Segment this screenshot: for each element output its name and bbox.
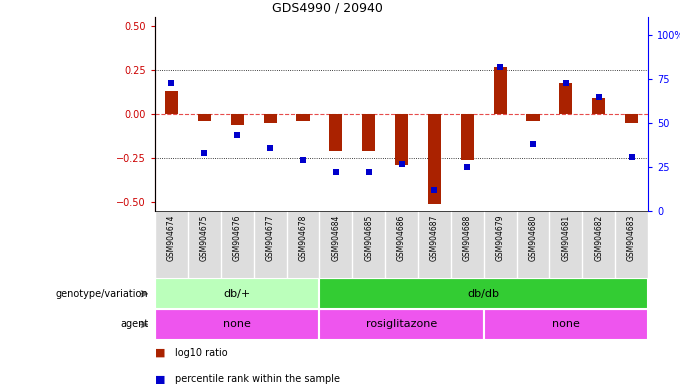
Text: GSM904688: GSM904688 (463, 215, 472, 261)
Point (462, 164, 473, 170)
Text: GSM904684: GSM904684 (331, 215, 340, 261)
Point (494, 64, 505, 70)
Text: db/db: db/db (468, 289, 500, 299)
Point (298, 157, 309, 163)
Bar (428, 114, 441, 204)
Point (199, 150, 209, 156)
Bar (461, 114, 474, 160)
Bar (625, 114, 638, 123)
Point (166, 79, 177, 86)
Text: GSM904675: GSM904675 (200, 215, 209, 261)
Bar (483, 309, 648, 340)
Point (396, 161, 407, 167)
Text: GSM904687: GSM904687 (430, 215, 439, 261)
Text: GSM904676: GSM904676 (233, 215, 241, 261)
Point (330, 169, 341, 175)
Text: GSM904686: GSM904686 (397, 215, 406, 261)
Bar (231, 114, 243, 125)
Bar (362, 114, 375, 151)
Text: db/+: db/+ (224, 289, 251, 299)
Point (429, 187, 440, 193)
Point (232, 132, 243, 139)
Bar (560, 83, 573, 114)
Text: agent: agent (120, 319, 148, 329)
Bar (320, 309, 483, 340)
Text: GSM904681: GSM904681 (562, 215, 571, 261)
Text: GSM904677: GSM904677 (266, 215, 275, 261)
Bar (198, 114, 211, 121)
Bar (592, 98, 605, 114)
Title: GDS4990 / 20940: GDS4990 / 20940 (272, 2, 383, 15)
Point (593, 94, 604, 100)
Text: ■: ■ (155, 348, 165, 358)
Bar (296, 114, 309, 121)
Bar (494, 67, 507, 114)
Bar (165, 91, 178, 114)
Bar (395, 114, 408, 166)
Text: GSM904679: GSM904679 (496, 215, 505, 261)
Text: none: none (552, 319, 580, 329)
Text: GSM904680: GSM904680 (528, 215, 537, 261)
Text: rosiglitazone: rosiglitazone (366, 319, 437, 329)
Text: genotype/variation: genotype/variation (56, 289, 148, 299)
Text: GSM904683: GSM904683 (627, 215, 636, 261)
Point (363, 169, 374, 175)
Point (626, 154, 637, 160)
Text: GSM904682: GSM904682 (594, 215, 603, 261)
Text: percentile rank within the sample: percentile rank within the sample (175, 374, 341, 384)
Text: none: none (223, 319, 251, 329)
Bar (320, 278, 648, 309)
Bar (329, 114, 343, 151)
Text: GSM904678: GSM904678 (299, 215, 307, 261)
Point (528, 141, 539, 147)
Bar (155, 278, 320, 309)
Bar (526, 114, 540, 121)
Text: log10 ratio: log10 ratio (175, 348, 228, 358)
Bar (155, 309, 320, 340)
Text: GSM904685: GSM904685 (364, 215, 373, 261)
Point (265, 145, 275, 151)
Text: ■: ■ (155, 374, 165, 384)
Bar (264, 114, 277, 123)
Text: GSM904674: GSM904674 (167, 215, 176, 261)
Point (560, 79, 571, 86)
